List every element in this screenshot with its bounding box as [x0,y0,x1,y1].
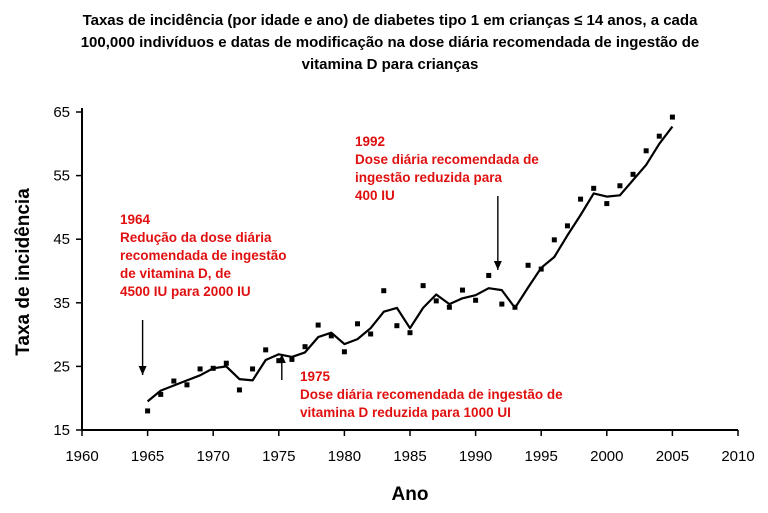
data-point [617,183,623,189]
y-tick-label: 55 [53,168,70,185]
data-point [604,201,610,207]
data-point [328,333,334,339]
data-point [486,272,492,278]
y-tick-label: 15 [53,422,70,439]
x-tick-label: 1995 [525,448,558,465]
data-point [459,287,465,293]
x-tick-label: 1980 [328,448,361,465]
annotation-text-1975: vitamina D reduzida para 1000 UI [300,405,511,420]
annotations: 1964 Redução da dose diária recomendada de… [120,134,563,420]
y-tick-label: 65 [53,104,70,121]
annotation-text-1964: recomendada de ingestão [120,248,287,263]
chart-title: Taxas de incidência (por idade e ano) de… [80,12,700,73]
annotation-text-1992: 1992 [355,134,385,149]
data-point [630,171,636,177]
data-point [197,366,203,372]
annotation-text-1992: 400 IU [355,188,395,203]
data-point [433,298,439,304]
annotation-arrowhead-1992 [493,261,502,270]
data-point [669,114,675,120]
data-point [171,378,177,384]
data-point [368,331,374,337]
data-point [341,349,347,355]
data-points-series [145,114,675,414]
data-point [381,288,387,294]
data-point [210,365,216,371]
annotation-text-1992: Dose diária recomendada de [355,152,539,167]
data-point [564,223,570,229]
annotation-text-1975: Dose diária recomendada de ingestão de [300,387,563,402]
y-tick-label: 25 [53,358,70,375]
data-point [578,196,584,202]
x-tick-label: 2000 [590,448,623,465]
x-axis-label: Ano [392,484,429,505]
annotation-text-1964: de vitamina D, de [120,266,232,281]
data-point [355,321,361,327]
x-tick-label: 1960 [65,448,98,465]
data-point [184,382,190,388]
trend-line [146,125,674,403]
data-point [145,408,151,414]
x-tick-label: 2005 [656,448,689,465]
data-point [276,358,282,364]
data-point [499,301,505,307]
x-tick-label: 1985 [393,448,426,465]
annotation-arrowhead-1975 [277,354,286,363]
y-tick-label: 45 [53,231,70,248]
data-point [250,366,256,372]
tick-labels: 1960 1965 1970 1975 1980 1985 1990 1995 2000 2005… [53,104,754,465]
data-point [551,237,557,243]
x-tick-label: 1970 [197,448,230,465]
data-point [407,330,413,336]
annotation-text-1964: 4500 IU para 2000 IU [120,284,251,299]
data-point [394,323,400,329]
annotation-text-1964: Redução da dose diária [120,230,272,245]
annotation-arrowhead-1964 [138,366,147,375]
x-tick-label: 1965 [131,448,164,465]
data-point [236,387,242,393]
data-point [158,391,164,397]
data-point [525,262,531,268]
x-tick-label: 2010 [721,448,754,465]
data-point [643,148,649,154]
y-tick-label: 35 [53,295,70,312]
trend-line-series [146,125,674,403]
data-point [302,344,308,350]
data-point [289,356,295,362]
data-point [315,322,321,328]
annotation-text-1964: 1964 [120,212,151,227]
data-point [263,347,269,353]
y-axis-label: Taxa de incidência [13,188,34,356]
data-point [446,304,452,310]
data-point [656,133,662,139]
data-point [473,297,479,303]
x-tick-label: 1990 [459,448,492,465]
data-point [420,283,426,289]
annotation-text-1975: 1975 [300,369,331,384]
data-point [223,360,229,366]
data-point [591,185,597,191]
data-point [512,304,518,310]
annotation-text-1992: ingestão reduzida para [355,170,503,185]
x-tick-label: 1975 [262,448,295,465]
data-point [538,266,544,272]
